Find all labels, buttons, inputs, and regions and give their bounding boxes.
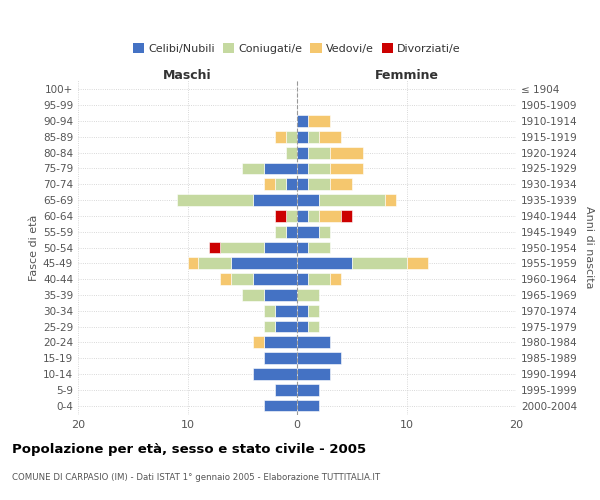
Y-axis label: Fasce di età: Fasce di età [29,214,39,280]
Bar [352,258,407,269]
Bar [297,320,308,332]
Bar [330,273,341,285]
Bar [297,384,319,396]
Bar [253,194,297,206]
Bar [275,305,297,316]
Bar [297,210,308,222]
Bar [297,194,319,206]
Bar [330,147,363,158]
Bar [297,289,319,301]
Bar [264,305,275,316]
Bar [297,273,308,285]
Text: Popolazione per età, sesso e stato civile - 2005: Popolazione per età, sesso e stato civil… [12,442,366,456]
Bar [232,258,297,269]
Bar [275,226,286,237]
Bar [286,226,297,237]
Bar [264,320,275,332]
Bar [264,242,297,254]
Bar [385,194,395,206]
Bar [319,194,385,206]
Bar [319,210,341,222]
Bar [275,131,286,143]
Bar [319,226,330,237]
Bar [275,320,297,332]
Bar [286,178,297,190]
Bar [209,242,220,254]
Bar [297,400,319,411]
Legend: Celibi/Nubili, Coniugati/e, Vedovi/e, Divorziati/e: Celibi/Nubili, Coniugati/e, Vedovi/e, Di… [129,38,465,58]
Bar [308,178,330,190]
Bar [341,210,352,222]
Bar [308,210,319,222]
Bar [220,242,264,254]
Bar [286,131,297,143]
Bar [308,320,319,332]
Bar [199,258,232,269]
Bar [297,162,308,174]
Bar [297,368,330,380]
Bar [176,194,253,206]
Bar [297,147,308,158]
Bar [297,242,308,254]
Bar [308,147,330,158]
Bar [264,336,297,348]
Bar [308,115,330,127]
Bar [232,273,253,285]
Bar [242,289,264,301]
Bar [275,384,297,396]
Bar [297,115,308,127]
Bar [242,162,264,174]
Bar [253,273,297,285]
Bar [297,258,352,269]
Bar [264,400,297,411]
Text: Maschi: Maschi [163,68,212,82]
Text: Femmine: Femmine [374,68,439,82]
Bar [319,131,341,143]
Bar [308,242,330,254]
Bar [253,336,264,348]
Bar [308,162,330,174]
Bar [187,258,199,269]
Bar [308,131,319,143]
Bar [330,162,363,174]
Bar [264,289,297,301]
Bar [286,210,297,222]
Bar [220,273,232,285]
Bar [297,305,308,316]
Bar [264,352,297,364]
Bar [297,226,319,237]
Bar [308,305,319,316]
Bar [330,178,352,190]
Bar [275,210,286,222]
Bar [275,178,286,190]
Bar [407,258,428,269]
Bar [253,368,297,380]
Bar [297,336,330,348]
Bar [297,131,308,143]
Bar [264,178,275,190]
Bar [297,352,341,364]
Y-axis label: Anni di nascita: Anni di nascita [584,206,594,289]
Bar [308,273,330,285]
Bar [264,162,297,174]
Text: COMUNE DI CARPASIO (IM) - Dati ISTAT 1° gennaio 2005 - Elaborazione TUTTITALIA.I: COMUNE DI CARPASIO (IM) - Dati ISTAT 1° … [12,472,380,482]
Bar [286,147,297,158]
Bar [297,178,308,190]
